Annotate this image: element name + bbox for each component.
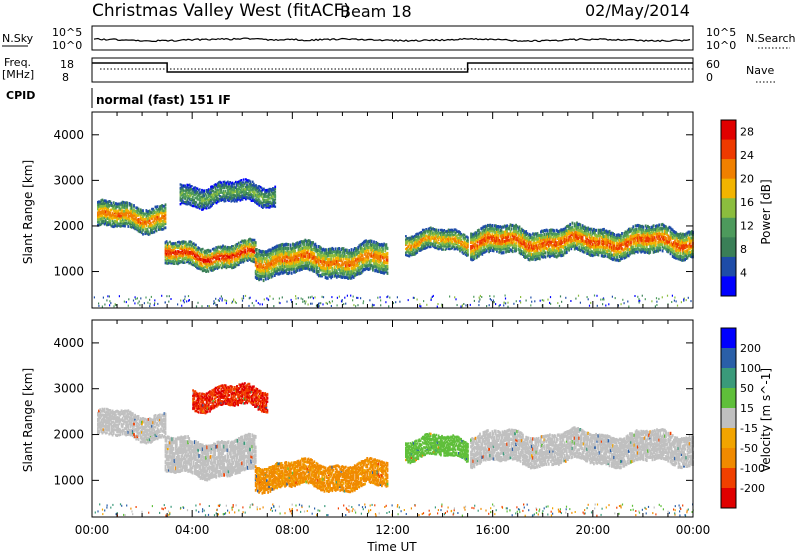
power-ytick-label-0: 1000	[53, 265, 84, 279]
velocity-colorbar-tick-5: -50	[740, 442, 758, 455]
power-panel: 1000 2000 3000 4000	[53, 111, 694, 309]
power-colorbar-swatch-6	[721, 237, 736, 258]
freq-label-line1: Freq.	[4, 56, 31, 69]
xtick-label-1: 04:00	[175, 523, 210, 537]
power-colorbar-tick-4: 12	[740, 220, 754, 233]
nsearch-tick-top: 10^5	[706, 26, 736, 39]
power-colorbar-swatch-2	[721, 159, 736, 180]
freq-series	[92, 62, 693, 73]
velocity-colorbar-swatch-0	[721, 328, 736, 349]
velocity-colorbar-swatch-6	[721, 448, 736, 469]
nsky-series	[93, 37, 691, 43]
date-label: 02/May/2014	[585, 1, 690, 20]
velocity-ytick-label-1: 2000	[53, 428, 84, 442]
velocity-colorbar-frame	[720, 327, 737, 509]
nsky-tick-top: 10^5	[52, 26, 82, 39]
velocity-near-range-speckle	[94, 503, 694, 517]
nsearch-tick-bottom: 10^0	[706, 39, 736, 52]
power-band-5	[470, 221, 694, 263]
velocity-colorbar-tick-1: 100	[740, 362, 761, 375]
power-colorbar-swatch-5	[721, 217, 736, 238]
power-colorbar-title: Power [dB]	[759, 179, 773, 244]
power-near-range-speckle	[93, 294, 692, 308]
velocity-band-4	[405, 432, 469, 465]
freq-label-line2: [MHz]	[2, 68, 34, 81]
power-colorbar-frame	[720, 119, 737, 297]
nsky-tick-bottom: 10^0	[52, 39, 82, 52]
velocity-colorbar-tick-2: 50	[740, 382, 754, 395]
power-colorbar-swatch-0	[721, 120, 736, 141]
xtick-label-6: 00:00	[676, 523, 711, 537]
power-colorbar-tick-2: 20	[740, 173, 754, 186]
velocity-ytick-label-2: 3000	[53, 382, 84, 396]
freq-tick-bottom: 8	[62, 71, 69, 84]
power-ytick-label-3: 4000	[53, 128, 84, 142]
velocity-colorbar-tick-3: 15	[740, 402, 754, 415]
power-ylabel: Slant Range [km]	[21, 160, 35, 264]
xtick-label-3: 12:00	[375, 523, 410, 537]
station-title: Christmas Valley West (fitACF)	[92, 1, 350, 21]
power-colorbar: 28 24 20 16 12 8 4	[720, 119, 754, 297]
xtick-label-5: 20:00	[576, 523, 611, 537]
velocity-plot-area	[92, 320, 693, 517]
nsky-strip: N.Sky 10^5 10^0 10^5 10^0 N.Search	[2, 25, 796, 52]
power-plot-area	[92, 112, 693, 308]
xtick-label-2: 08:00	[275, 523, 310, 537]
velocity-band-3	[254, 457, 389, 495]
power-colorbar-tick-5: 8	[740, 243, 747, 256]
velocity-colorbar-tick-7: -200	[740, 482, 765, 495]
power-colorbar-tick-6: 4	[740, 267, 747, 280]
power-colorbar-tick-3: 16	[740, 196, 754, 209]
freq-tick-top: 18	[60, 58, 74, 71]
beam-label: Beam 18	[340, 2, 412, 21]
velocity-colorbar-tick-6: -100	[740, 462, 765, 475]
velocity-ytick-label-3: 4000	[53, 336, 84, 350]
velocity-colorbar-swatch-2	[721, 368, 736, 389]
power-colorbar-swatch-8	[721, 276, 736, 297]
xaxis-title: Time UT	[366, 540, 417, 554]
cpid-value: normal (fast) 151 IF	[96, 93, 231, 107]
power-band-2	[179, 178, 277, 211]
nave-label: Nave	[746, 64, 774, 77]
velocity-colorbar: 200 100 50 15 -15 -50 -100 -200	[720, 327, 765, 509]
power-ytick-label-1: 2000	[53, 219, 84, 233]
nave-tick-bottom: 0	[706, 71, 713, 84]
velocity-ylabel: Slant Range [km]	[21, 368, 35, 472]
power-band-4	[405, 226, 469, 258]
velocity-colorbar-title: Velocity [m s^-1]	[759, 368, 773, 472]
power-band-1	[164, 237, 257, 273]
power-colorbar-swatch-4	[721, 198, 736, 219]
nave-tick-top: 60	[706, 58, 720, 71]
power-colorbar-tick-0: 28	[740, 126, 754, 139]
power-ytick-label-2: 3000	[53, 173, 84, 187]
velocity-band-1	[164, 432, 257, 482]
freq-strip: Freq. [MHz] 18 8 60 0 Nave	[2, 56, 776, 84]
velocity-colorbar-tick-0: 200	[740, 342, 761, 355]
power-band-3	[254, 238, 389, 283]
power-band-0	[97, 198, 167, 236]
velocity-band-5	[470, 426, 694, 470]
velocity-colorbar-tick-4: -15	[740, 422, 758, 435]
velocity-colorbar-swatch-3	[721, 388, 736, 409]
power-colorbar-tick-1: 24	[740, 149, 754, 162]
cpid-label: CPID	[6, 89, 35, 102]
velocity-colorbar-swatch-7	[721, 468, 736, 489]
velocity-ytick-label-0: 1000	[53, 473, 84, 487]
xtick-label-4: 16:00	[475, 523, 510, 537]
velocity-band-2	[192, 382, 269, 415]
velocity-band-0	[97, 407, 167, 445]
velocity-colorbar-swatch-1	[721, 348, 736, 369]
nsky-label: N.Sky	[2, 32, 34, 45]
power-colorbar-swatch-3	[721, 178, 736, 199]
velocity-colorbar-swatch-8	[721, 488, 736, 509]
power-colorbar-swatch-1	[721, 139, 736, 160]
velocity-colorbar-swatch-4	[721, 408, 736, 429]
nsearch-label: N.Search	[746, 32, 796, 45]
velocity-panel: 1000 2000 3000 4000 00:00 04:00 08:00 12:00 16:0…	[53, 319, 711, 537]
power-colorbar-swatch-7	[721, 256, 736, 277]
xtick-label-0: 00:00	[75, 523, 110, 537]
velocity-colorbar-swatch-5	[721, 428, 736, 449]
